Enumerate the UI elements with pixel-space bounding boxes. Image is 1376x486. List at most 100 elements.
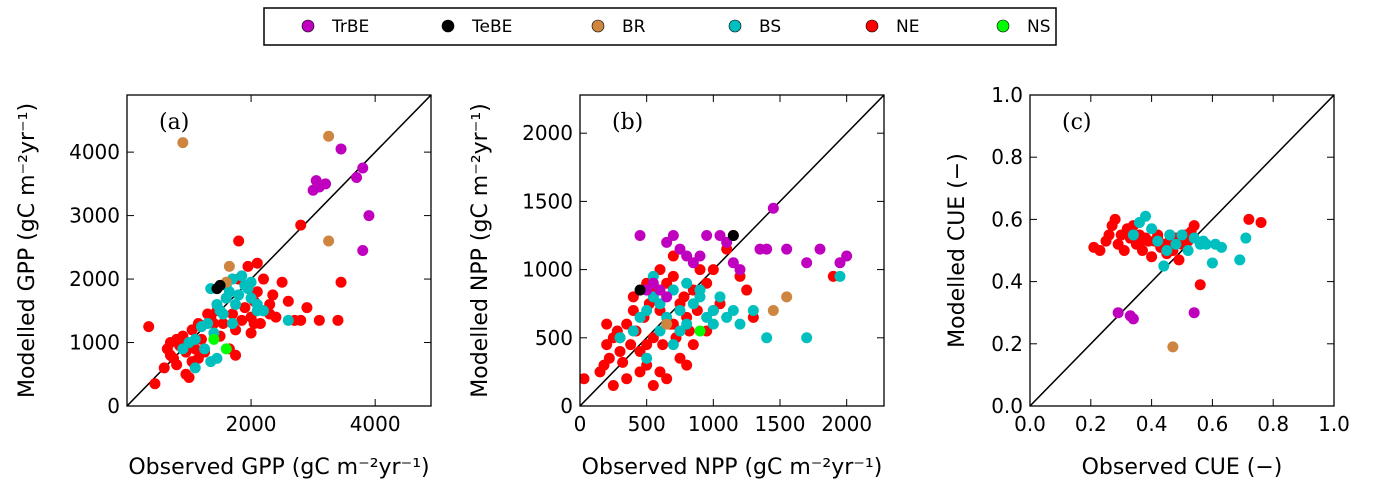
y-tick-label: 0.8 — [991, 145, 1023, 169]
x-tick-label: 1.0 — [1318, 412, 1350, 436]
point-bs — [701, 311, 713, 323]
point-ne — [1146, 251, 1158, 263]
y-tick-label: 0.6 — [991, 207, 1023, 231]
point-ne — [621, 373, 633, 385]
x-tick-label: 0.8 — [1257, 412, 1289, 436]
y-tick-label: 1000 — [522, 258, 573, 282]
point-ne — [647, 332, 659, 344]
point-trbe — [654, 284, 666, 296]
x-tick-label: 1000 — [688, 412, 739, 436]
point-br — [323, 130, 335, 142]
point-br — [223, 260, 235, 272]
point-ne — [634, 345, 646, 357]
point-bs — [761, 332, 773, 344]
point-bs — [681, 277, 693, 289]
point-bs — [634, 311, 646, 323]
point-trbe — [1112, 307, 1124, 319]
legend-marker-tebe — [441, 19, 455, 33]
y-tick-label: 0.4 — [991, 270, 1023, 294]
point-trbe — [335, 143, 347, 155]
point-ne — [601, 318, 613, 330]
point-ne — [171, 333, 183, 345]
point-bs — [1197, 235, 1209, 247]
y-tick-label: 0 — [107, 394, 120, 418]
point-ne — [634, 366, 646, 378]
point-bs — [199, 343, 211, 355]
point-ne — [1243, 213, 1255, 225]
point-bs — [236, 270, 248, 282]
point-trbe — [357, 162, 369, 174]
point-bs — [614, 332, 626, 344]
point-ns — [694, 325, 706, 337]
x-tick-label: 0.0 — [1014, 412, 1046, 436]
point-ne — [239, 302, 251, 314]
y-tick-label: 0.0 — [991, 394, 1023, 418]
point-bs — [707, 305, 719, 317]
point-trbe — [814, 243, 826, 255]
point-ne — [674, 352, 686, 364]
point-bs — [1161, 245, 1173, 256]
point-bs — [1216, 241, 1228, 253]
point-bs — [667, 339, 679, 351]
point-bs — [1146, 223, 1158, 235]
x-tick-label: 2000 — [821, 412, 872, 436]
x-tick-label: 0.4 — [1136, 412, 1168, 436]
point-ne — [257, 273, 269, 285]
point-ne — [301, 302, 313, 314]
point-bs — [674, 305, 686, 317]
point-tebe — [634, 284, 646, 296]
y-axis-label: Modelled GPP (gC m⁻²yr⁻¹) — [15, 103, 40, 398]
x-tick-label: 2000 — [226, 412, 277, 436]
scatter-points — [580, 202, 853, 392]
point-bs — [1176, 229, 1188, 241]
panel-c: 0.0 0.2 0.4 0.6 0.8 1.0 0.0 0.2 0.4 0.6 0.8 1.0 (c) O… — [945, 83, 1350, 480]
point-trbe — [363, 210, 375, 222]
x-axis-label: Observed NPP (gC m⁻²yr⁻¹) — [582, 455, 883, 480]
y-axis-label: Modelled NPP (gC m⁻²yr⁻¹) — [468, 103, 493, 398]
point-trbe — [674, 243, 686, 255]
point-trbe — [661, 236, 673, 248]
point-trbe — [687, 257, 699, 269]
point-ne — [694, 264, 706, 276]
point-bs — [202, 317, 214, 329]
point-ne — [607, 380, 619, 392]
point-bs — [681, 318, 693, 330]
point-bs — [1206, 257, 1218, 269]
y-tick-label: 2000 — [522, 121, 573, 145]
point-bs — [647, 291, 659, 303]
point-ne — [1109, 213, 1121, 225]
y-tick-label: 0 — [560, 394, 573, 418]
legend-frame — [263, 7, 1057, 46]
point-ne — [654, 366, 666, 378]
point-ne — [1094, 245, 1106, 256]
panel-label: (b) — [612, 110, 643, 135]
point-bs — [251, 305, 263, 317]
point-ne — [603, 352, 615, 364]
point-ne — [707, 264, 719, 276]
point-trbe — [681, 250, 693, 262]
point-bs — [641, 352, 653, 364]
point-ne — [621, 318, 633, 330]
point-ne — [657, 339, 669, 351]
legend: TrBE TeBE BR BS NE NS — [263, 7, 1057, 46]
point-trbe — [714, 229, 726, 241]
point-ne — [701, 277, 713, 289]
point-trbe — [647, 277, 659, 289]
panel-a: 2000 4000 0 1000 2000 3000 4000 (a) Observed GPP… — [15, 94, 432, 480]
one-to-one-line — [580, 95, 884, 406]
legend-label-trbe: TrBE — [331, 17, 369, 37]
point-bs — [217, 308, 229, 320]
point-bs — [1164, 229, 1176, 241]
panel-b: 0 500 1000 1500 2000 0 500 1000 1500 2000 (b) Obser… — [468, 94, 885, 480]
point-bs — [727, 305, 739, 317]
point-bs — [1170, 238, 1182, 250]
point-ne — [601, 339, 613, 351]
point-ne — [248, 317, 260, 329]
point-ne — [313, 314, 325, 326]
point-ne — [149, 378, 161, 390]
legend-label-ne: NE — [896, 17, 919, 37]
point-bs — [707, 318, 719, 330]
point-trbe — [721, 236, 733, 248]
point-ne — [687, 339, 699, 351]
